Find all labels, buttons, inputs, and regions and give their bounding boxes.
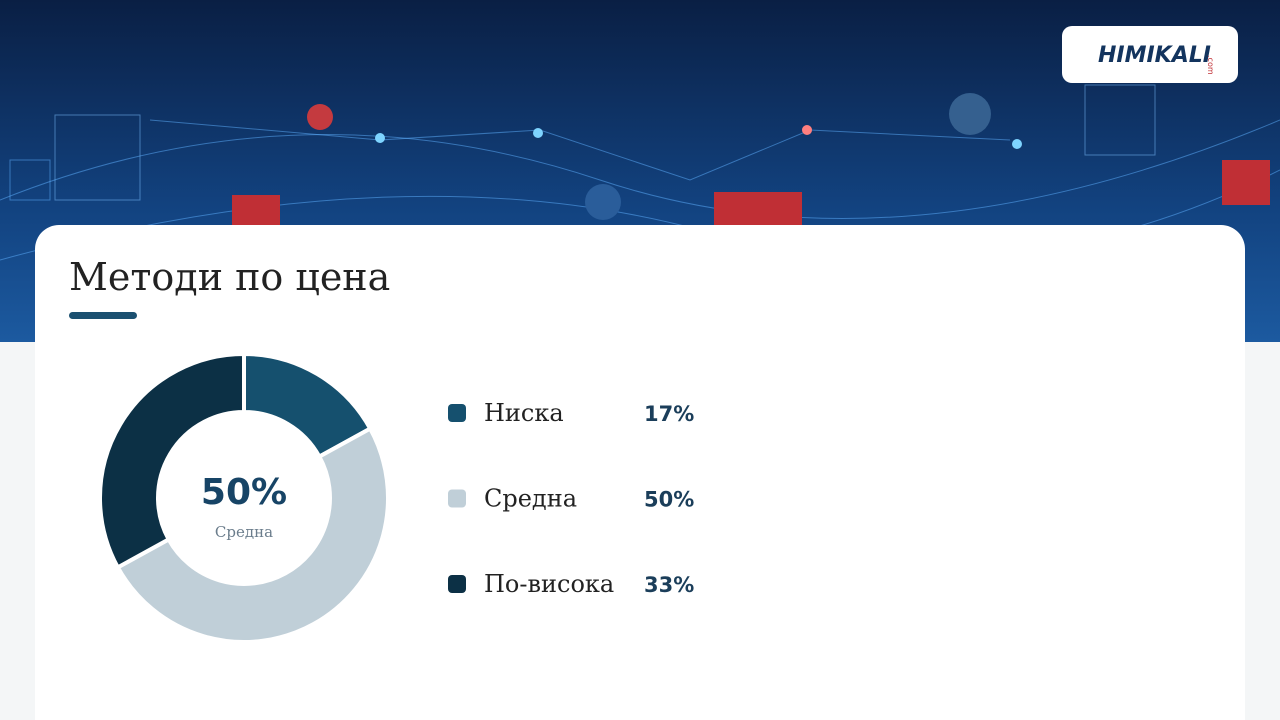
- title-underline: [69, 312, 137, 319]
- logo-text[interactable]: HIMIKALI: [1098, 43, 1211, 68]
- legend-label: Средна: [484, 485, 577, 513]
- legend: Ниска 17% Средна 50% По-висока 33%: [448, 399, 694, 598]
- legend-label: Ниска: [484, 399, 564, 427]
- legend-value: 50%: [644, 488, 694, 512]
- legend-value: 33%: [644, 573, 694, 597]
- legend-swatch: [448, 404, 466, 422]
- legend-swatch: [448, 575, 466, 593]
- center-value: 50%: [201, 472, 287, 513]
- donut-segment: [115, 425, 390, 644]
- legend-label: По-висока: [484, 570, 614, 598]
- center-label: Средна: [215, 523, 273, 541]
- legend-value: 17%: [644, 402, 694, 426]
- legend-swatch: [448, 489, 466, 508]
- banner-dots: [232, 93, 1270, 226]
- logo-box[interactable]: [1062, 26, 1238, 83]
- donut-segment: [98, 351, 246, 571]
- logo-suffix: .com: [1206, 55, 1215, 75]
- donut: [98, 351, 390, 644]
- chart-title: Методи по цена: [69, 255, 390, 299]
